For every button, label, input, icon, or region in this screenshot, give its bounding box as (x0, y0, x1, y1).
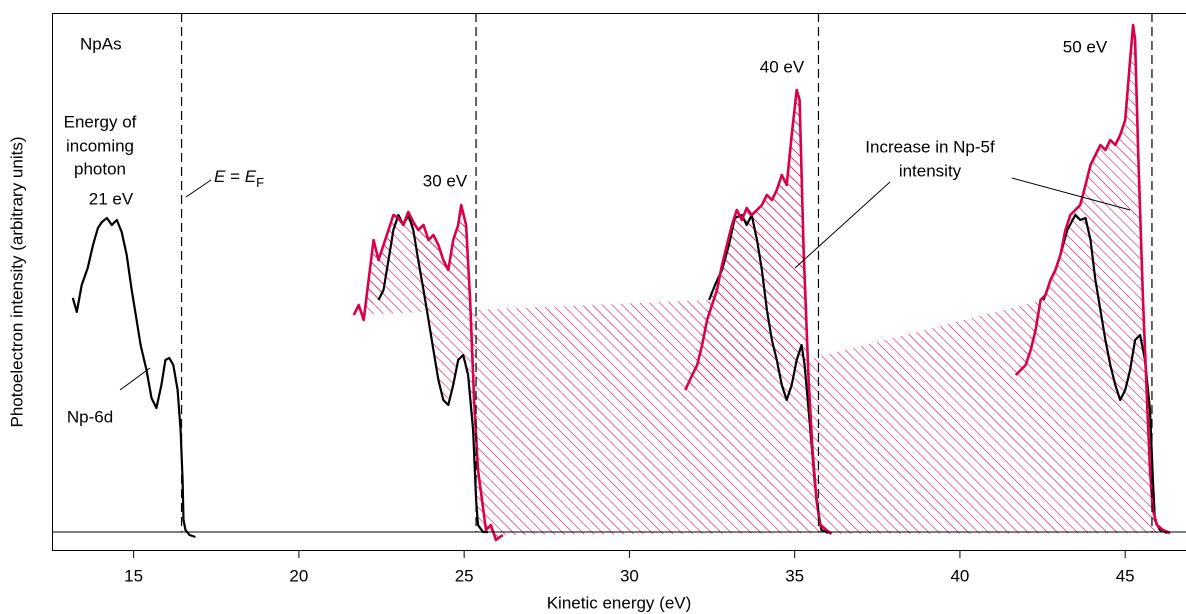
x-tick-label: 30 (620, 566, 639, 585)
spectrum-line (1014, 23, 1171, 535)
plot-frame (52, 13, 1186, 551)
hatch-area (685, 90, 1168, 534)
fermi-label-part: E (214, 167, 226, 186)
series-label: 40 eV (760, 57, 805, 76)
x-tick-label: 15 (124, 566, 143, 585)
hatch-area (353, 205, 829, 540)
sample-label: NpAs (80, 34, 122, 53)
x-tick-label: 35 (785, 566, 804, 585)
leader-line (794, 181, 891, 269)
spectrum-line (684, 88, 833, 536)
x-tick-label: 20 (289, 566, 308, 585)
spectrum-line (71, 216, 196, 539)
photon-label: photon (74, 159, 126, 178)
np6d-label: Np-6d (67, 407, 113, 426)
x-tick-label: 45 (1116, 566, 1135, 585)
fermi-label-part: = (225, 167, 244, 186)
fermi-label-part: F (256, 175, 264, 190)
fermi-label: E = EF (214, 167, 264, 190)
y-axis-label: Photoelectron intensity (arbitrary units… (7, 136, 26, 427)
photon-label: incoming (66, 136, 134, 155)
marks (71, 23, 1171, 542)
np5f-label: intensity (899, 161, 962, 180)
np5f-label: Increase in Np-5f (865, 137, 995, 156)
leader-line (1011, 177, 1131, 211)
spectrum-line (352, 203, 504, 542)
spectrum-line (1042, 213, 1168, 535)
photon-label: Energy of (64, 112, 137, 131)
x-tick-label: 40 (950, 566, 969, 585)
series-label: 30 eV (423, 171, 468, 190)
series-label: 50 eV (1063, 37, 1108, 56)
fermi-label-part: E (245, 167, 257, 186)
x-tick-label: 25 (455, 566, 474, 585)
x-axis-label: Kinetic energy (eV) (547, 593, 692, 612)
leader-line (119, 367, 151, 391)
leader-line (185, 179, 212, 198)
hatch-area (1015, 25, 1171, 533)
series-label: 21 eV (89, 189, 134, 208)
